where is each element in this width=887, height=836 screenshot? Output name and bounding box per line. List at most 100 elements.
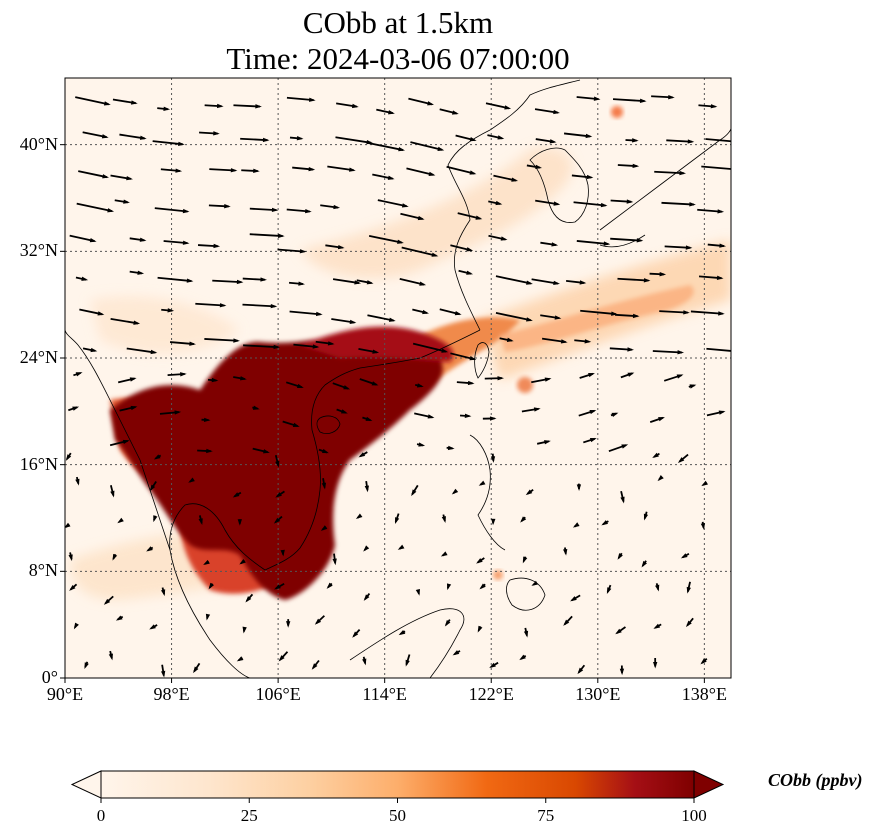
wind-arrow [292, 166, 316, 172]
colorbar [70, 770, 725, 803]
lat-tick-label: 24°N [19, 347, 58, 367]
wind-arrow [237, 519, 243, 526]
wind-arrow [617, 163, 640, 169]
wind-arrow [325, 244, 345, 250]
wind-arrow [208, 582, 215, 590]
wind-arrow [484, 376, 505, 381]
wind-arrow [112, 98, 138, 105]
lon-tick-label: 130°E [575, 684, 621, 704]
hotspot-philippines [493, 570, 503, 580]
coastline-taiwan [474, 342, 490, 379]
wind-arrow [207, 377, 219, 383]
wind-arrow [698, 104, 718, 109]
wind-arrow [655, 583, 660, 592]
wind-arrow [487, 134, 505, 140]
wind-arrow [149, 480, 157, 492]
wind-arrow [491, 518, 496, 526]
wind-arrow [242, 303, 278, 309]
wind-arrow [620, 490, 625, 504]
wind-arrow [274, 455, 280, 468]
wind-arrow [289, 310, 323, 317]
wind-arrow [146, 546, 154, 552]
coastline-south-china [311, 329, 481, 431]
wind-arrow [531, 377, 552, 384]
wind-arrow [243, 344, 281, 350]
wind-arrow [73, 622, 79, 630]
wind-arrow [649, 272, 667, 277]
wind-arrow [563, 132, 593, 139]
wind-arrow [690, 310, 725, 316]
lon-tick-label: 98°E [153, 684, 190, 704]
wind-arrow [363, 545, 370, 552]
wind-arrow [114, 199, 130, 204]
wind-arrow [169, 341, 196, 346]
wind-arrow [117, 377, 137, 384]
wind-arrow [321, 478, 327, 490]
wind-arrow [275, 490, 285, 498]
wind-arrow [249, 233, 285, 238]
wind-arrow [476, 557, 485, 564]
wind-arrow [446, 165, 477, 175]
wind-arrow [273, 515, 283, 524]
wind-arrow [707, 243, 726, 248]
colorbar-gradient [101, 771, 694, 798]
coastline-china-east [447, 79, 581, 331]
wind-arrow [414, 412, 435, 419]
wind-arrow [522, 556, 528, 564]
wind-arrow [356, 279, 374, 285]
wind-arrow [536, 440, 551, 445]
wind-arrow [700, 658, 708, 665]
plume-core-edge [300, 326, 454, 362]
wind-arrow [521, 407, 541, 413]
wind-arrow [69, 234, 97, 243]
wind-arrow [327, 165, 356, 172]
wind-arrow [495, 275, 533, 285]
wind-arrow [69, 583, 78, 591]
wind-arrow [197, 448, 213, 454]
wind-arrow [197, 243, 221, 249]
wind-arrow [535, 199, 561, 206]
wind-arrow [686, 581, 691, 594]
wind-arrow [488, 234, 508, 241]
wind-arrow [563, 547, 568, 556]
wind-arrow [663, 374, 684, 382]
wind-arrow [274, 582, 285, 590]
wind-arrow [615, 313, 640, 319]
coastline-luzon [469, 434, 506, 551]
wind-arrow [368, 235, 404, 244]
wind-arrow [289, 136, 304, 141]
wind-arrow [677, 453, 689, 463]
wind-arrow [362, 656, 367, 666]
wind-arrow [285, 381, 304, 389]
wind-arrow [563, 615, 573, 626]
wind-arrow [478, 480, 486, 486]
map-title-line1: CObb at 1.5km [302, 5, 494, 40]
wind-arrow [450, 352, 477, 361]
wind-arrow [236, 656, 244, 662]
colorbar-tick-label: 0 [96, 806, 106, 825]
wind-arrow [208, 204, 231, 209]
wind-arrow [112, 553, 118, 561]
wind-arrow [232, 491, 242, 498]
wind-arrow [293, 343, 320, 349]
wind-arrow [394, 513, 400, 525]
wind-arrow [129, 270, 145, 275]
wind-arrow [479, 583, 486, 590]
wind-arrow [241, 168, 260, 174]
wind-arrow [580, 309, 618, 316]
wind-arrow [126, 347, 158, 355]
coastlines [65, 79, 731, 678]
coastline-borneo [349, 608, 465, 678]
wind-arrow [233, 104, 262, 109]
wind-arrow [239, 558, 246, 565]
wind-arrow [109, 439, 130, 447]
wind-arrow [649, 416, 665, 424]
lat-tick-label: 16°N [19, 453, 58, 474]
wind-arrow [439, 108, 459, 115]
wind-arrow [153, 454, 162, 460]
wind-arrow [75, 476, 80, 486]
wind-arrow [73, 372, 83, 377]
wind-arrow [153, 515, 158, 523]
wind-arrow [441, 514, 446, 523]
wind-arrow [579, 372, 595, 379]
